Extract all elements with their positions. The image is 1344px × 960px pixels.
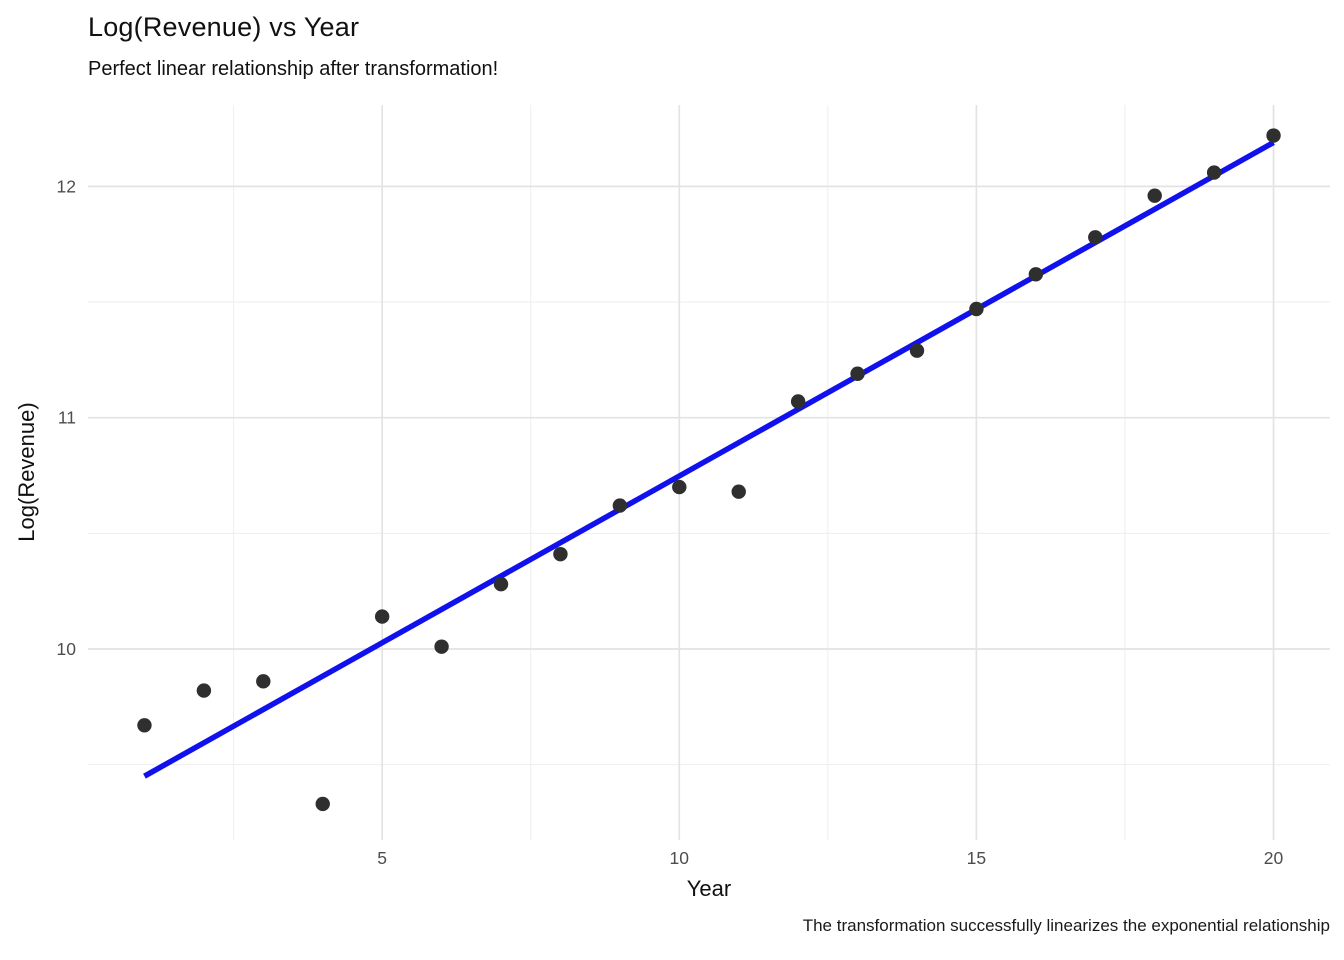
data-point [969,301,984,317]
chart-title: Log(Revenue) vs Year [88,12,360,42]
data-point [493,577,509,592]
x-axis-title: Year [686,876,732,901]
data-point [850,366,865,381]
data-point [1206,165,1222,180]
x-tick-label: 15 [967,848,986,868]
data-point [315,796,330,812]
data-point [256,674,271,689]
chart-caption: The transformation successfully lineariz… [802,916,1330,935]
data-point [790,394,806,409]
x-tick-label: 10 [670,848,690,868]
data-point [137,718,152,733]
data-point [731,484,746,499]
y-tick-label: 10 [57,639,77,659]
data-point [553,546,568,562]
data-point [909,343,925,358]
data-point [1147,188,1162,203]
data-point [672,479,687,495]
x-tick-label: 5 [377,848,387,868]
y-tick-label: 11 [58,408,76,428]
data-point [1028,267,1044,282]
data-point [612,498,628,513]
chart-subtitle: Perfect linear relationship after transf… [88,58,499,80]
trend-line [143,140,1275,779]
x-tick-label: 20 [1264,848,1284,868]
data-point [196,683,212,698]
data-point [374,609,390,624]
y-tick-label: 12 [57,176,76,196]
data-point [434,639,449,654]
data-point [1266,128,1281,143]
data-point [1088,230,1103,245]
